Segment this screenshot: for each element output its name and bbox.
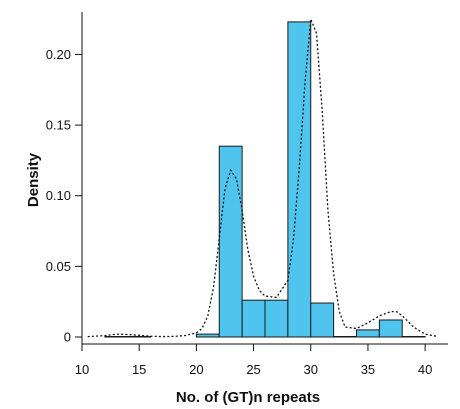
y-tick-label: 0.15 — [46, 118, 71, 133]
histogram-bar-8 — [310, 302, 335, 338]
histogram-bar-12 — [401, 336, 426, 338]
x-tick-label: 40 — [418, 362, 432, 377]
density-curve — [87, 18, 437, 338]
histogram-bars — [104, 21, 426, 338]
x-axis-title: No. of (GT)n repeats — [176, 389, 320, 406]
histogram-bar-7 — [287, 21, 312, 338]
histogram-bar-6 — [264, 299, 289, 338]
y-axis-title: Density — [25, 152, 42, 207]
x-tick-label: 10 — [75, 362, 89, 377]
x-tick-label: 35 — [361, 362, 375, 377]
histogram-bar-11 — [378, 319, 403, 338]
histogram-bar-1 — [104, 336, 129, 338]
histogram-bar-4 — [218, 145, 243, 338]
histogram-bar-5 — [241, 299, 266, 338]
histogram-bar-9 — [333, 336, 357, 338]
x-tick-label: 25 — [246, 362, 260, 377]
y-axis-ticks: 0 0.05 0.10 0.15 0.20 — [46, 47, 82, 345]
y-tick-label: 0.10 — [46, 188, 71, 203]
y-tick-label: 0.05 — [46, 259, 71, 274]
x-axis-ticks: 10 15 20 25 30 35 40 — [75, 344, 432, 377]
x-tick-label: 30 — [304, 362, 318, 377]
x-tick-label: 15 — [132, 362, 146, 377]
x-tick-label: 20 — [189, 362, 203, 377]
y-tick-label: 0 — [64, 330, 71, 345]
histogram-bar-10 — [356, 329, 380, 338]
y-tick-label: 0.20 — [46, 47, 71, 62]
histogram-bar-3 — [195, 333, 220, 338]
